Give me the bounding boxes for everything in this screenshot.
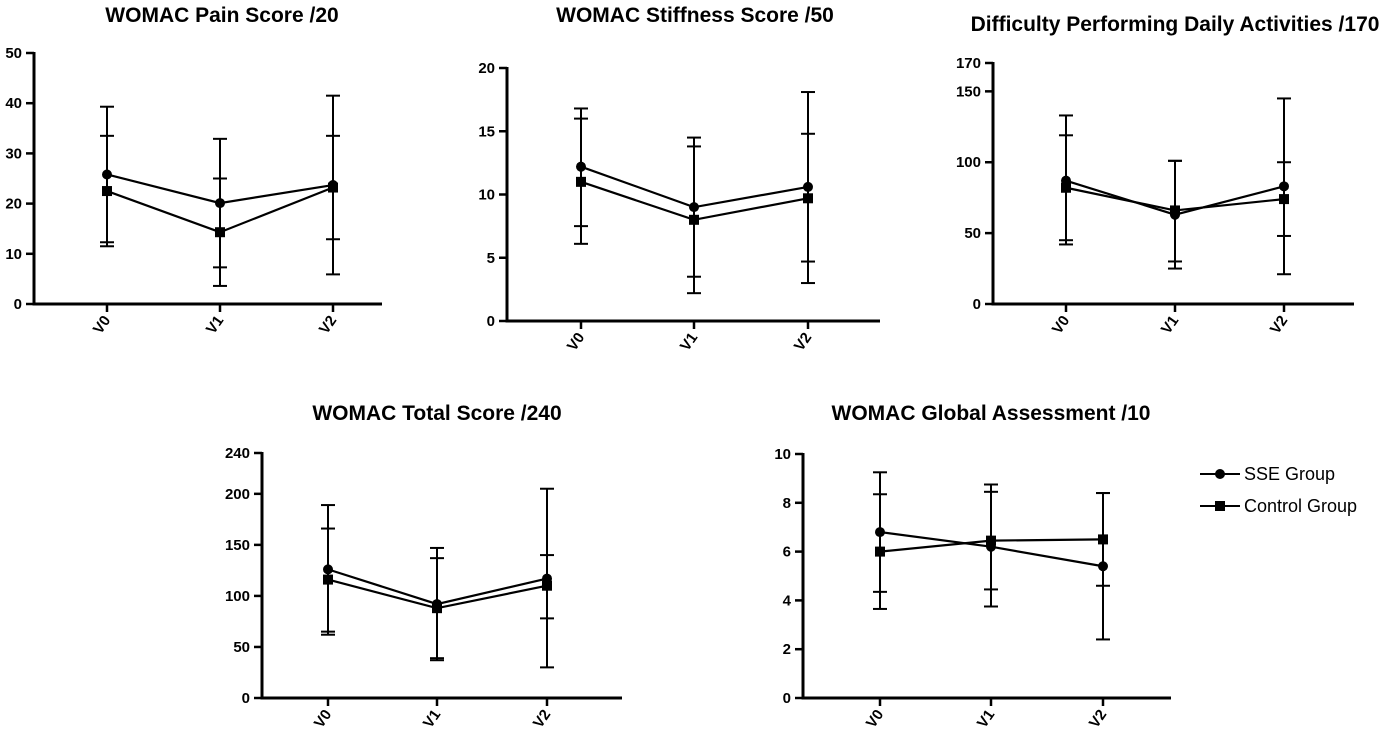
chart-title: Difficulty Performing Daily Activities /…: [971, 13, 1380, 36]
data-point-square: [875, 546, 885, 557]
series-control-group: [321, 527, 554, 660]
chart-title: WOMAC Global Assessment /10: [832, 402, 1151, 425]
x-tick-label: V2: [316, 313, 340, 338]
x-tick-label: V0: [311, 707, 335, 732]
chart-panel-0: WOMAC Pain Score /20 0 10 20 30 40 50 V0 V1 V2: [5, 4, 382, 337]
square-marker-icon: [1200, 501, 1240, 511]
y-tick-label: 50: [233, 639, 250, 656]
circle-marker-icon: [1200, 469, 1240, 479]
y-tick-label: 10: [774, 446, 791, 463]
data-point-square: [803, 193, 813, 204]
x-tick-label: V0: [564, 330, 588, 355]
y-tick-label: 100: [225, 588, 250, 605]
data-point-square: [689, 214, 699, 225]
x-tick-label: V1: [1158, 313, 1182, 338]
legend-label-sse: SSE Group: [1244, 463, 1336, 484]
x-tick-label: V1: [974, 707, 998, 732]
x-tick-label: V2: [1267, 313, 1291, 338]
y-tick-label: 50: [964, 225, 981, 242]
y-tick-label: 40: [5, 95, 22, 112]
data-point-square: [1098, 534, 1108, 545]
chart-title: WOMAC Stiffness Score /50: [556, 4, 834, 27]
legend-item-control: Control Group: [1198, 490, 1357, 522]
chart-title: WOMAC Pain Score /20: [105, 4, 338, 27]
x-tick-label: V0: [863, 707, 887, 732]
series-control-group: [100, 134, 340, 287]
y-tick-label: 0: [487, 313, 495, 330]
y-tick-label: 150: [225, 537, 250, 554]
data-point-square: [1279, 194, 1289, 205]
series-control-group: [873, 490, 1110, 610]
legend: SSE Group Control Group: [1198, 458, 1357, 522]
y-tick-label: 200: [225, 486, 250, 503]
series-control-group: [574, 117, 815, 295]
data-point-square: [215, 227, 225, 238]
data-point-square: [1061, 182, 1071, 193]
x-tick-label: V0: [1049, 313, 1073, 338]
y-tick-label: 10: [478, 187, 495, 204]
chart-panel-1: WOMAC Stiffness Score /50 0 5 10 15 20 V0 V1 V2: [478, 4, 880, 354]
y-tick-label: 30: [5, 145, 22, 162]
x-tick-label: V1: [203, 313, 227, 338]
legend-label-control: Control Group: [1244, 495, 1358, 516]
chart-title: WOMAC Total Score /240: [312, 402, 561, 425]
x-tick-label: V0: [90, 313, 114, 338]
y-tick-label: 0: [242, 690, 250, 707]
y-tick-label: 0: [783, 690, 791, 707]
y-tick-label: 6: [783, 544, 791, 561]
y-tick-label: 150: [956, 83, 981, 100]
data-point-square: [328, 182, 338, 193]
y-tick-label: 5: [487, 250, 495, 267]
data-point-square: [323, 574, 333, 585]
y-tick-label: 2: [783, 641, 791, 658]
y-tick-label: 20: [478, 60, 495, 77]
x-tick-label: V1: [420, 707, 444, 732]
data-point-square: [576, 176, 586, 187]
chart-panel-4: WOMAC Global Assessment /10 0 2 4 6 8 10 V0 V1 V2: [774, 402, 1171, 731]
data-point-square: [542, 580, 552, 591]
legend-item-sse: SSE Group: [1198, 458, 1357, 490]
y-tick-label: 10: [5, 246, 22, 263]
y-tick-label: 8: [783, 495, 791, 512]
x-tick-label: V2: [530, 707, 554, 732]
y-tick-label: 170: [956, 55, 981, 72]
chart-panel-2: Difficulty Performing Daily Activities /…: [956, 13, 1379, 337]
x-tick-label: V1: [677, 330, 701, 355]
data-point-square: [102, 186, 112, 197]
y-tick-label: 20: [5, 196, 22, 213]
x-tick-label: V2: [791, 330, 815, 355]
chart-panel-3: WOMAC Total Score /240 0 50 100 150 200 240 V0 V…: [225, 402, 622, 731]
y-tick-label: 100: [956, 154, 981, 171]
y-tick-label: 15: [478, 123, 495, 140]
x-tick-label: V2: [1086, 707, 1110, 732]
y-tick-label: 0: [973, 296, 981, 313]
y-tick-label: 0: [14, 296, 22, 313]
y-tick-label: 4: [783, 592, 792, 609]
y-tick-label: 240: [225, 445, 250, 462]
data-point-square: [986, 535, 996, 546]
data-point-square: [432, 603, 442, 614]
series-control-group: [1059, 134, 1291, 263]
y-tick-label: 50: [5, 45, 22, 62]
data-point-square: [1170, 205, 1180, 216]
